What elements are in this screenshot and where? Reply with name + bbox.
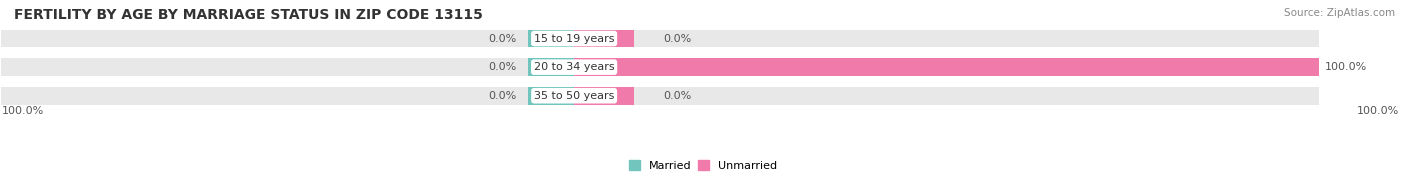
- Bar: [1, 58, 1319, 76]
- Text: 0.0%: 0.0%: [489, 91, 517, 101]
- Bar: [529, 58, 574, 76]
- Bar: [574, 58, 1319, 76]
- Text: FERTILITY BY AGE BY MARRIAGE STATUS IN ZIP CODE 13115: FERTILITY BY AGE BY MARRIAGE STATUS IN Z…: [14, 8, 482, 22]
- Text: 0.0%: 0.0%: [664, 34, 692, 44]
- Text: 100.0%: 100.0%: [1, 106, 44, 116]
- Text: Source: ZipAtlas.com: Source: ZipAtlas.com: [1284, 8, 1395, 18]
- Text: 0.0%: 0.0%: [489, 34, 517, 44]
- Bar: [574, 87, 634, 105]
- Text: 0.0%: 0.0%: [664, 91, 692, 101]
- Bar: [1, 30, 1319, 47]
- Text: 100.0%: 100.0%: [1357, 106, 1399, 116]
- Bar: [574, 30, 634, 47]
- Bar: [529, 87, 574, 105]
- Text: 35 to 50 years: 35 to 50 years: [534, 91, 614, 101]
- Text: 15 to 19 years: 15 to 19 years: [534, 34, 614, 44]
- Text: 20 to 34 years: 20 to 34 years: [534, 62, 614, 72]
- Bar: [1, 87, 1319, 105]
- Legend: Married, Unmarried: Married, Unmarried: [624, 156, 782, 175]
- Text: 100.0%: 100.0%: [1324, 62, 1367, 72]
- Bar: [529, 30, 574, 47]
- Text: 0.0%: 0.0%: [489, 62, 517, 72]
